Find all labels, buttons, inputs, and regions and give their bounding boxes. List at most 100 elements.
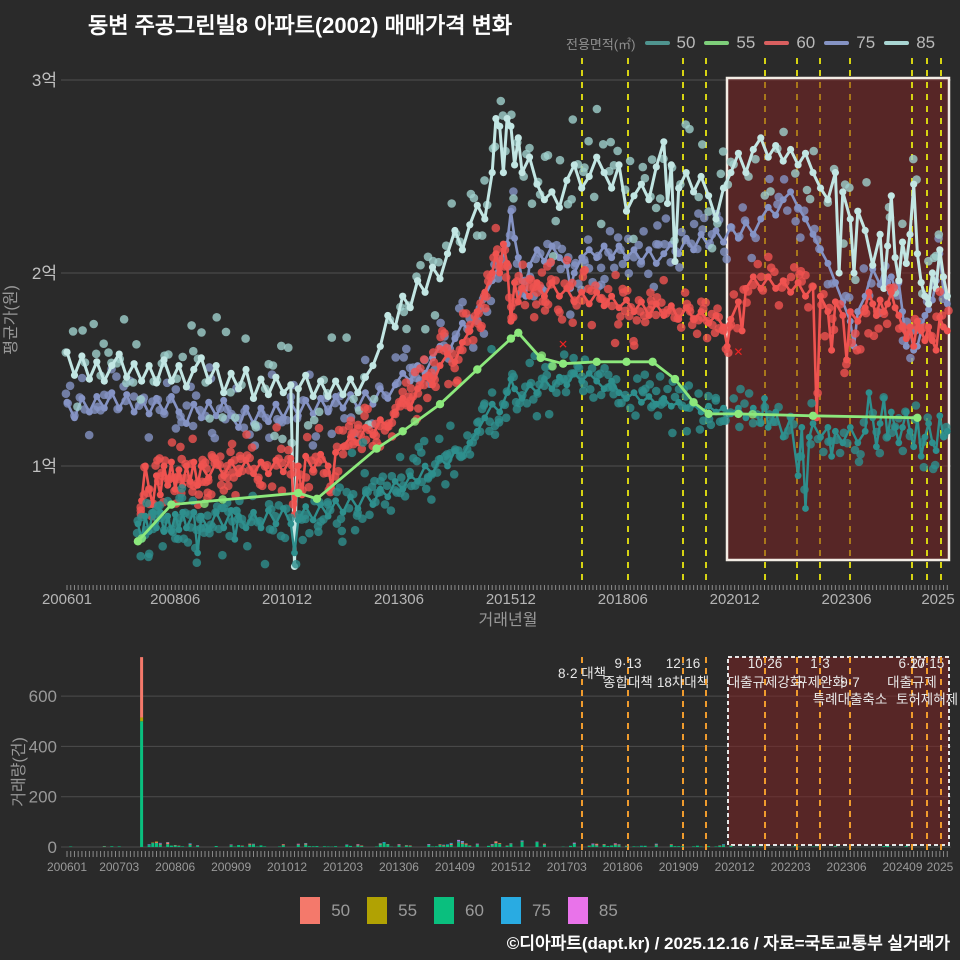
- scatter-point-50[interactable]: [596, 390, 606, 400]
- scatter-point-60[interactable]: [562, 255, 572, 265]
- line-marker-50[interactable]: [164, 512, 172, 520]
- scatter-point-60[interactable]: [277, 486, 287, 496]
- scatter-point-60[interactable]: [882, 319, 892, 329]
- scatter-point-60[interactable]: [729, 290, 739, 299]
- scatter-point-75[interactable]: [65, 381, 75, 391]
- line-marker-85[interactable]: [264, 391, 272, 399]
- line-marker-50[interactable]: [533, 389, 541, 397]
- volume-bar-60[interactable]: [110, 846, 114, 847]
- scatter-point-50[interactable]: [378, 472, 388, 482]
- volume-bar-60[interactable]: [643, 845, 647, 847]
- line-marker-50[interactable]: [141, 512, 149, 520]
- scatter-point-60[interactable]: [646, 288, 655, 297]
- scatter-point-85[interactable]: [284, 343, 293, 353]
- line-marker-85[interactable]: [936, 246, 944, 254]
- line-marker-85[interactable]: [451, 226, 459, 235]
- line-marker-55[interactable]: [734, 409, 743, 419]
- line-marker-85[interactable]: [637, 180, 646, 188]
- scatter-point-85[interactable]: [909, 154, 918, 164]
- volume-bar-60[interactable]: [673, 846, 677, 847]
- line-marker-50[interactable]: [332, 497, 339, 505]
- line-marker-85[interactable]: [902, 259, 910, 267]
- line-marker-60[interactable]: [294, 462, 302, 470]
- line-marker-85[interactable]: [391, 323, 399, 331]
- scatter-point-50[interactable]: [574, 363, 584, 373]
- scatter-point-60[interactable]: [216, 452, 225, 461]
- volume-bar-50[interactable]: [397, 844, 401, 846]
- line-marker-85[interactable]: [809, 169, 817, 177]
- scatter-point-75[interactable]: [859, 264, 869, 273]
- line-marker-60[interactable]: [630, 308, 638, 316]
- scatter-point-85[interactable]: [638, 162, 648, 172]
- line-marker-85[interactable]: [757, 134, 765, 142]
- line-marker-50[interactable]: [593, 377, 601, 385]
- line-marker-50[interactable]: [354, 505, 362, 512]
- scatter-point-50[interactable]: [397, 473, 406, 482]
- scatter-point-85[interactable]: [851, 275, 860, 285]
- line-marker-75[interactable]: [787, 188, 795, 196]
- line-marker-85[interactable]: [787, 145, 795, 154]
- line-marker-85[interactable]: [719, 184, 728, 192]
- line-marker-50[interactable]: [764, 424, 772, 431]
- scatter-point-85[interactable]: [226, 388, 235, 397]
- line-marker-75[interactable]: [831, 279, 839, 287]
- line-marker-55[interactable]: [167, 500, 176, 509]
- line-marker-60[interactable]: [235, 470, 243, 478]
- line-marker-75[interactable]: [384, 394, 392, 402]
- scatter-point-60[interactable]: [469, 335, 478, 345]
- line-marker-60[interactable]: [171, 485, 179, 493]
- scatter-point-75[interactable]: [84, 430, 94, 440]
- volume-bar-60[interactable]: [166, 844, 170, 847]
- line-marker-85[interactable]: [854, 207, 862, 215]
- line-marker-85[interactable]: [272, 373, 280, 381]
- line-marker-60[interactable]: [861, 304, 869, 312]
- line-marker-85[interactable]: [488, 169, 496, 177]
- scatter-point-50[interactable]: [875, 448, 885, 458]
- line-marker-50[interactable]: [600, 385, 608, 393]
- line-marker-60[interactable]: [824, 308, 832, 316]
- line-marker-60[interactable]: [802, 292, 809, 300]
- scatter-point-60[interactable]: [579, 267, 589, 276]
- line-marker-85[interactable]: [869, 261, 877, 269]
- line-marker-85[interactable]: [294, 385, 302, 393]
- line-marker-60[interactable]: [496, 269, 504, 277]
- scatter-point-85[interactable]: [402, 324, 411, 334]
- line-marker-60[interactable]: [936, 313, 944, 321]
- line-marker-50[interactable]: [899, 424, 906, 431]
- scatter-point-50[interactable]: [412, 456, 422, 466]
- scatter-point-85[interactable]: [592, 104, 602, 114]
- line-marker-85[interactable]: [220, 389, 228, 397]
- line-marker-85[interactable]: [175, 362, 183, 370]
- volume-bar-60[interactable]: [613, 844, 617, 847]
- volume-bar-75[interactable]: [446, 844, 449, 845]
- line-marker-85[interactable]: [354, 389, 362, 397]
- line-marker-75[interactable]: [242, 404, 250, 412]
- scatter-point-50[interactable]: [735, 422, 744, 432]
- volume-bar-60[interactable]: [677, 846, 681, 847]
- line-marker-85[interactable]: [690, 188, 698, 196]
- scatter-point-60[interactable]: [801, 270, 810, 280]
- volume-bar-60[interactable]: [378, 844, 382, 848]
- line-marker-60[interactable]: [287, 454, 295, 462]
- line-marker-85[interactable]: [779, 157, 787, 165]
- scatter-point-50[interactable]: [706, 420, 716, 430]
- line-marker-85[interactable]: [115, 350, 123, 358]
- scatter-point-50[interactable]: [314, 527, 323, 537]
- scatter-point-60[interactable]: [406, 384, 416, 393]
- scatter-point-75[interactable]: [660, 239, 669, 249]
- volume-bar-60[interactable]: [718, 845, 722, 847]
- line-marker-60[interactable]: [279, 468, 287, 476]
- scatter-point-85[interactable]: [447, 199, 457, 208]
- scatter-point-50[interactable]: [268, 526, 278, 535]
- line-marker-75[interactable]: [533, 246, 541, 254]
- volume-bar-60[interactable]: [158, 844, 162, 847]
- line-marker-50[interactable]: [880, 395, 888, 402]
- volume-bar-75[interactable]: [520, 840, 524, 842]
- volume-bar-60[interactable]: [397, 845, 401, 847]
- volume-bar-75[interactable]: [449, 842, 453, 844]
- volume-bar-60[interactable]: [278, 846, 282, 848]
- line-marker-50[interactable]: [910, 443, 918, 451]
- scatter-point-85[interactable]: [178, 352, 187, 362]
- volume-bar-60[interactable]: [375, 846, 379, 848]
- line-marker-60[interactable]: [436, 362, 444, 370]
